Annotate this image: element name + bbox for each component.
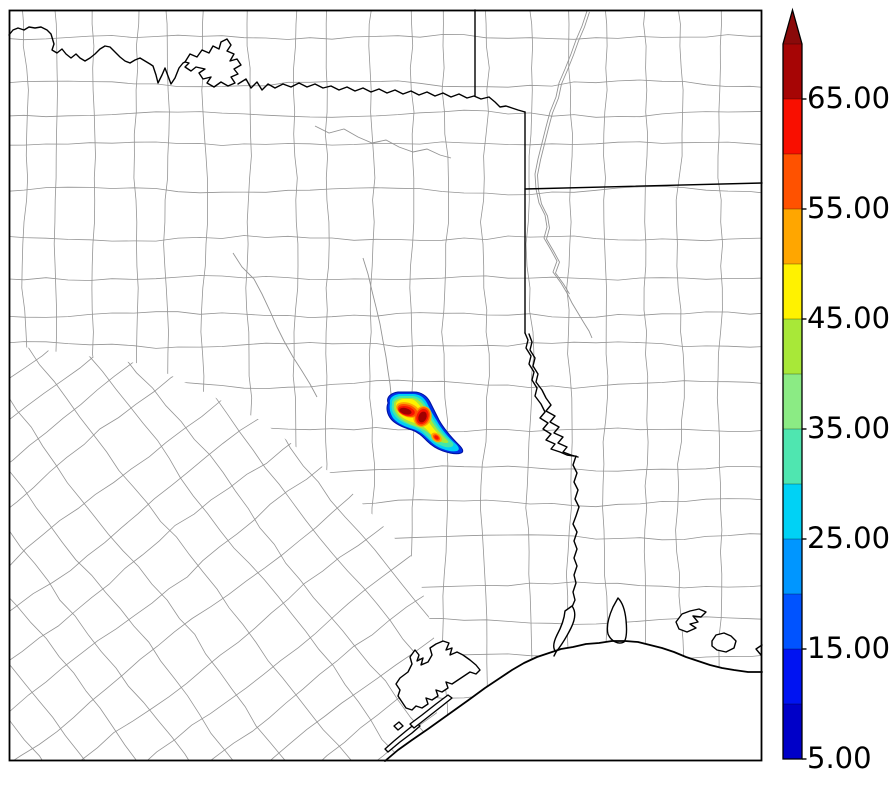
colorbar-band (783, 264, 802, 319)
county-boundary-line (9, 345, 437, 761)
colorbar-tick-label: 15.00 (807, 631, 890, 665)
state-borders-and-water (8, 9, 763, 762)
county-boundary-line (9, 345, 437, 761)
colorbar-band (783, 594, 802, 649)
river-line (314, 125, 452, 159)
colorbar-band (783, 44, 802, 99)
county-boundary-line (9, 345, 437, 761)
echo-core-darkred (399, 407, 412, 415)
vermilion-inlet (755, 644, 763, 656)
county-boundary-line (9, 345, 437, 761)
colorbar-band (783, 99, 802, 154)
colorbar-band (783, 649, 802, 704)
gulf-coastline (384, 640, 763, 762)
colorbar-tick-label: 65.00 (807, 81, 890, 115)
arkansas-louisiana-border (524, 182, 763, 190)
toledo-bend-west-shore (524, 332, 575, 457)
minor-rivers (232, 10, 593, 398)
colorbar-band (783, 429, 802, 484)
colorbar-tick-label: 25.00 (807, 521, 890, 555)
radar-echo (386, 391, 464, 455)
colorbar-band (783, 319, 802, 374)
colorbar-band (783, 374, 802, 429)
colorbar-tick-label: 5.00 (807, 741, 872, 775)
barrier-island-east (409, 694, 453, 729)
colorbar-tick-label: 35.00 (807, 411, 890, 445)
county-boundary-line (9, 345, 348, 761)
colorbar-extend-arrow (783, 10, 802, 44)
colorbar-band (783, 154, 802, 209)
toledo-bend-east-shore (528, 333, 579, 458)
colorbar-outline (782, 7, 803, 760)
colorbar-tick-label: 55.00 (807, 191, 890, 225)
colorbar-band-seams (783, 43, 802, 705)
map-frame (8, 9, 763, 762)
county-boundary-line (9, 345, 437, 761)
red-river-east (237, 78, 526, 113)
river-line (362, 257, 392, 395)
county-boundary-line (9, 345, 437, 658)
colorbar-band (783, 539, 802, 594)
echo-level-red (434, 435, 439, 440)
grand-lake (675, 608, 707, 633)
sabine-outlet (553, 651, 557, 657)
galveston-bay (395, 640, 481, 711)
county-boundary-line (13, 345, 437, 761)
colorbar-band (783, 484, 802, 539)
county-boundary-line (9, 345, 437, 761)
river-line (534, 10, 593, 339)
bolivar-spit (393, 721, 404, 731)
county-boundary-line (9, 345, 413, 761)
colorbar-tick-label: 45.00 (807, 301, 890, 335)
lake-texoma (184, 38, 242, 88)
colorbar-band (783, 209, 802, 264)
white-lake (711, 632, 737, 653)
colorbar-ticks (802, 98, 807, 760)
colorbar: 65.00 55.00 45.00 35.00 25.00 15.00 5.00 (782, 7, 890, 775)
river-line (232, 252, 318, 398)
colorbar-band (783, 704, 802, 759)
diagonal-county-region-mask (9, 345, 437, 761)
echo-core-darkred (418, 411, 427, 423)
sabine-river (571, 455, 580, 608)
calcasieu-lake (606, 597, 628, 644)
red-river (8, 26, 186, 85)
county-boundary-line (9, 345, 384, 761)
river-line (537, 11, 590, 295)
county-boundary-line (9, 345, 437, 761)
county-boundary-line (36, 345, 437, 761)
